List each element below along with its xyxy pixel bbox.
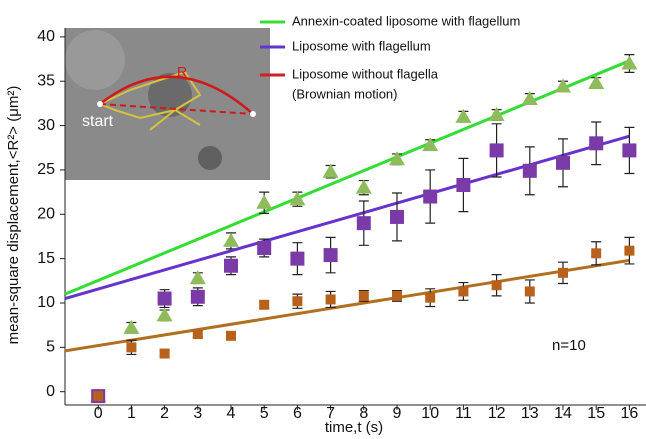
marker [256, 194, 273, 209]
marker [588, 74, 605, 89]
x-axis-label: time,t (s) [325, 419, 383, 436]
x-tick-label: 9 [393, 405, 402, 422]
marker [491, 280, 502, 291]
marker [356, 216, 371, 231]
y-tick-label: 30 [37, 117, 55, 134]
y-tick-label: 10 [37, 294, 55, 311]
y-tick-label: 40 [37, 28, 55, 45]
marker [290, 251, 305, 266]
x-tick-label: 11 [455, 405, 472, 422]
y-tick-label: 20 [37, 206, 55, 223]
marker [390, 209, 404, 224]
marker [355, 179, 372, 194]
x-tick-label: 8 [359, 405, 368, 422]
legend-note: (Brownian motion) [292, 86, 398, 101]
legend-label: Liposome with flagellum [292, 38, 431, 53]
marker [524, 286, 535, 297]
annotation: n=10 [552, 337, 586, 354]
marker [224, 258, 238, 273]
y-tick-label: 0 [46, 383, 55, 400]
x-tick-label: 14 [554, 405, 572, 422]
x-tick-label: 5 [260, 405, 269, 422]
marker [458, 286, 469, 297]
marker [558, 267, 568, 278]
y-tick-label: 15 [37, 250, 55, 267]
inset-photo [65, 28, 270, 180]
x-tick-label: 1 [127, 405, 136, 422]
marker [621, 55, 638, 70]
x-tick-label: 16 [621, 405, 639, 422]
marker [456, 178, 471, 193]
legend-label: Annexin-coated liposome with flagellum [292, 13, 520, 28]
marker [292, 296, 303, 307]
marker [556, 155, 570, 170]
x-tick-label: 15 [587, 405, 605, 422]
x-tick-label: 13 [521, 405, 539, 422]
inset-label: R [177, 64, 187, 80]
marker [591, 248, 602, 259]
y-tick-label: 5 [46, 339, 55, 356]
marker [126, 342, 137, 353]
y-tick-label: 35 [37, 72, 55, 89]
marker [289, 191, 306, 206]
marker [123, 319, 140, 334]
marker [93, 391, 104, 402]
marker [257, 240, 272, 255]
marker [455, 108, 472, 123]
fit-line [64, 59, 630, 296]
marker [488, 106, 505, 121]
marker [192, 329, 203, 340]
marker [190, 289, 205, 304]
x-tick-label: 10 [421, 405, 439, 422]
marker [323, 248, 338, 263]
marker [489, 143, 504, 158]
marker [624, 245, 635, 256]
y-tick-label: 25 [37, 161, 55, 178]
marker [622, 143, 637, 158]
marker [189, 270, 206, 285]
x-tick-label: 0 [94, 405, 103, 422]
marker [226, 330, 236, 341]
marker [389, 151, 405, 166]
marker [555, 78, 571, 93]
marker [521, 90, 538, 105]
marker [159, 348, 170, 359]
marker [358, 290, 369, 301]
x-tick-label: 4 [227, 405, 236, 422]
marker [223, 232, 239, 247]
x-tick-label: 12 [488, 405, 506, 422]
marker [392, 290, 402, 301]
legend-label: Liposome without flagella [292, 66, 439, 81]
marker [325, 294, 336, 305]
marker [156, 307, 173, 322]
marker [423, 189, 438, 204]
marker [522, 163, 537, 178]
inset-label: start [82, 113, 114, 130]
marker [589, 136, 604, 151]
y-axis-label: mean-square displacement,<R²> (μm²) [5, 86, 22, 345]
fit-line [64, 258, 630, 353]
marker [422, 137, 439, 152]
x-tick-label: 7 [326, 405, 335, 422]
marker [157, 291, 172, 306]
marker [425, 292, 436, 303]
marker [322, 163, 339, 178]
x-tick-label: 3 [193, 405, 202, 422]
x-tick-label: 6 [293, 405, 302, 422]
marker [259, 299, 270, 310]
fit-line [64, 134, 630, 300]
x-tick-label: 2 [160, 405, 169, 422]
